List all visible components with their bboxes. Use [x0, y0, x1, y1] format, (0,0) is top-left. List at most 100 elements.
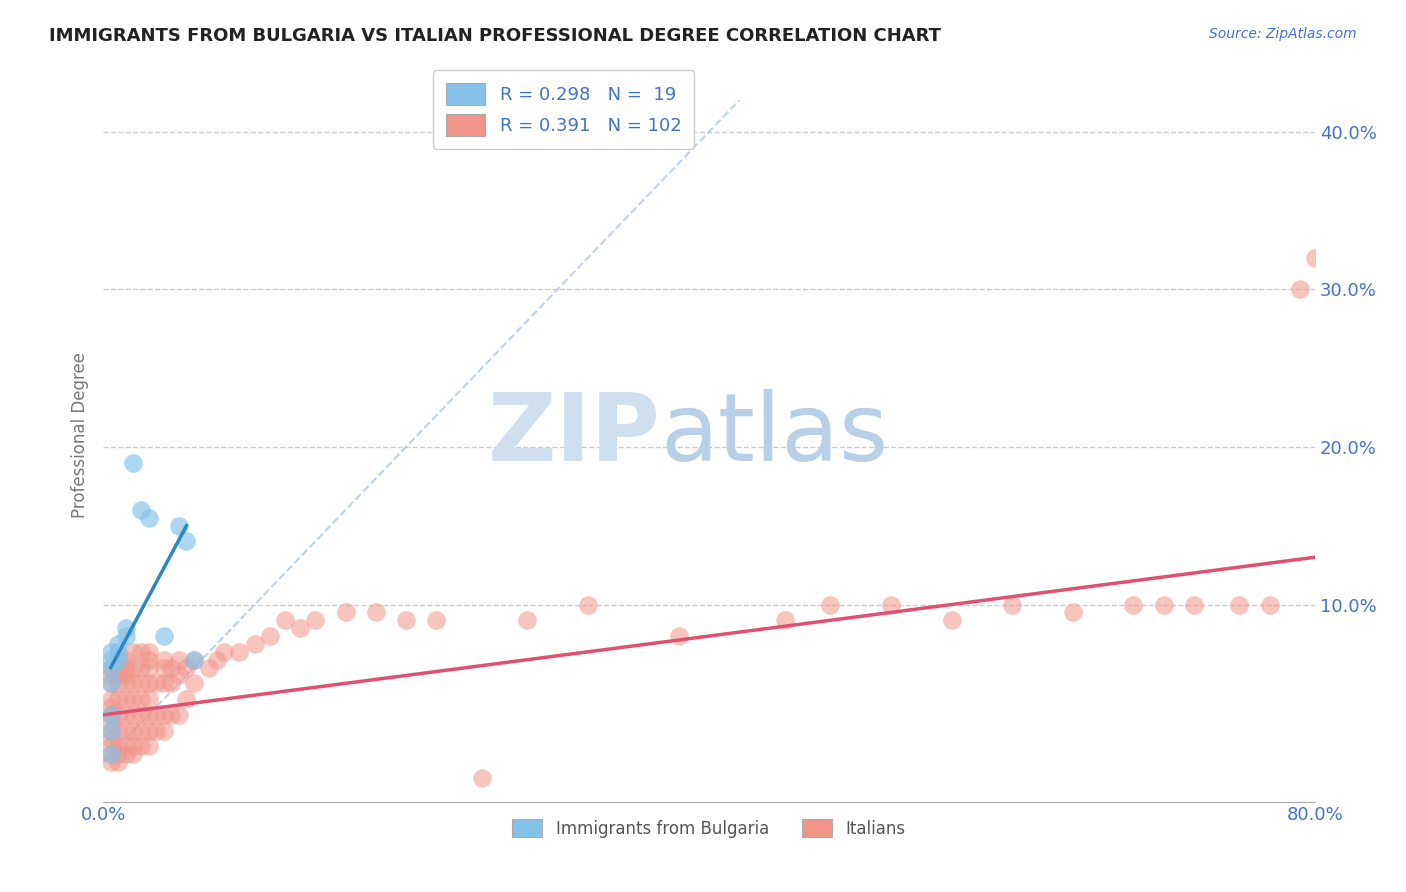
Point — [183, 676, 205, 690]
Point — [576, 598, 599, 612]
Point — [176, 692, 198, 706]
Point — [516, 613, 538, 627]
Point — [167, 668, 190, 682]
Point — [115, 653, 138, 667]
Point — [129, 503, 152, 517]
Point — [205, 653, 228, 667]
Point — [100, 747, 122, 762]
Point — [471, 771, 494, 785]
Text: Source: ZipAtlas.com: Source: ZipAtlas.com — [1209, 27, 1357, 41]
Point — [100, 755, 122, 769]
Point — [160, 660, 183, 674]
Text: atlas: atlas — [661, 389, 889, 481]
Point — [167, 518, 190, 533]
Point — [129, 645, 152, 659]
Point — [395, 613, 418, 627]
Point — [364, 606, 387, 620]
Point — [100, 723, 122, 738]
Point — [335, 606, 357, 620]
Point — [243, 637, 266, 651]
Point — [129, 660, 152, 674]
Point — [107, 755, 129, 769]
Point — [122, 723, 145, 738]
Point — [152, 629, 174, 643]
Point — [138, 707, 160, 722]
Point — [122, 739, 145, 754]
Point — [880, 598, 903, 612]
Point — [425, 613, 447, 627]
Point — [122, 645, 145, 659]
Point — [160, 676, 183, 690]
Point — [100, 723, 122, 738]
Point — [100, 747, 122, 762]
Point — [167, 707, 190, 722]
Point — [107, 653, 129, 667]
Point — [138, 653, 160, 667]
Point — [107, 645, 129, 659]
Point — [1062, 606, 1084, 620]
Y-axis label: Professional Degree: Professional Degree — [72, 352, 89, 518]
Point — [228, 645, 250, 659]
Point — [152, 676, 174, 690]
Point — [107, 692, 129, 706]
Point — [115, 692, 138, 706]
Point — [152, 707, 174, 722]
Point — [214, 645, 236, 659]
Point — [167, 653, 190, 667]
Point — [145, 676, 167, 690]
Point — [1001, 598, 1024, 612]
Point — [115, 707, 138, 722]
Point — [115, 621, 138, 635]
Point — [129, 692, 152, 706]
Point — [107, 676, 129, 690]
Point — [145, 723, 167, 738]
Point — [107, 723, 129, 738]
Point — [107, 660, 129, 674]
Point — [1182, 598, 1205, 612]
Point — [122, 660, 145, 674]
Point — [176, 660, 198, 674]
Point — [773, 613, 796, 627]
Point — [1153, 598, 1175, 612]
Point — [274, 613, 297, 627]
Point — [138, 676, 160, 690]
Point — [100, 707, 122, 722]
Point — [100, 739, 122, 754]
Point — [115, 739, 138, 754]
Point — [129, 723, 152, 738]
Point — [107, 668, 129, 682]
Point — [100, 731, 122, 746]
Point — [152, 660, 174, 674]
Point — [107, 653, 129, 667]
Point — [115, 660, 138, 674]
Point — [183, 653, 205, 667]
Point — [122, 707, 145, 722]
Point — [107, 707, 129, 722]
Point — [1229, 598, 1251, 612]
Point — [100, 692, 122, 706]
Point — [100, 660, 122, 674]
Point — [183, 653, 205, 667]
Point — [668, 629, 690, 643]
Point — [129, 676, 152, 690]
Point — [100, 676, 122, 690]
Point — [115, 629, 138, 643]
Point — [941, 613, 963, 627]
Point — [138, 511, 160, 525]
Point — [107, 637, 129, 651]
Point — [138, 660, 160, 674]
Point — [115, 747, 138, 762]
Point — [100, 715, 122, 730]
Point — [100, 660, 122, 674]
Point — [122, 692, 145, 706]
Point — [122, 747, 145, 762]
Point — [198, 660, 221, 674]
Point — [115, 676, 138, 690]
Point — [100, 645, 122, 659]
Point — [115, 668, 138, 682]
Point — [100, 700, 122, 714]
Point — [820, 598, 842, 612]
Point — [122, 456, 145, 470]
Point — [152, 653, 174, 667]
Point — [304, 613, 326, 627]
